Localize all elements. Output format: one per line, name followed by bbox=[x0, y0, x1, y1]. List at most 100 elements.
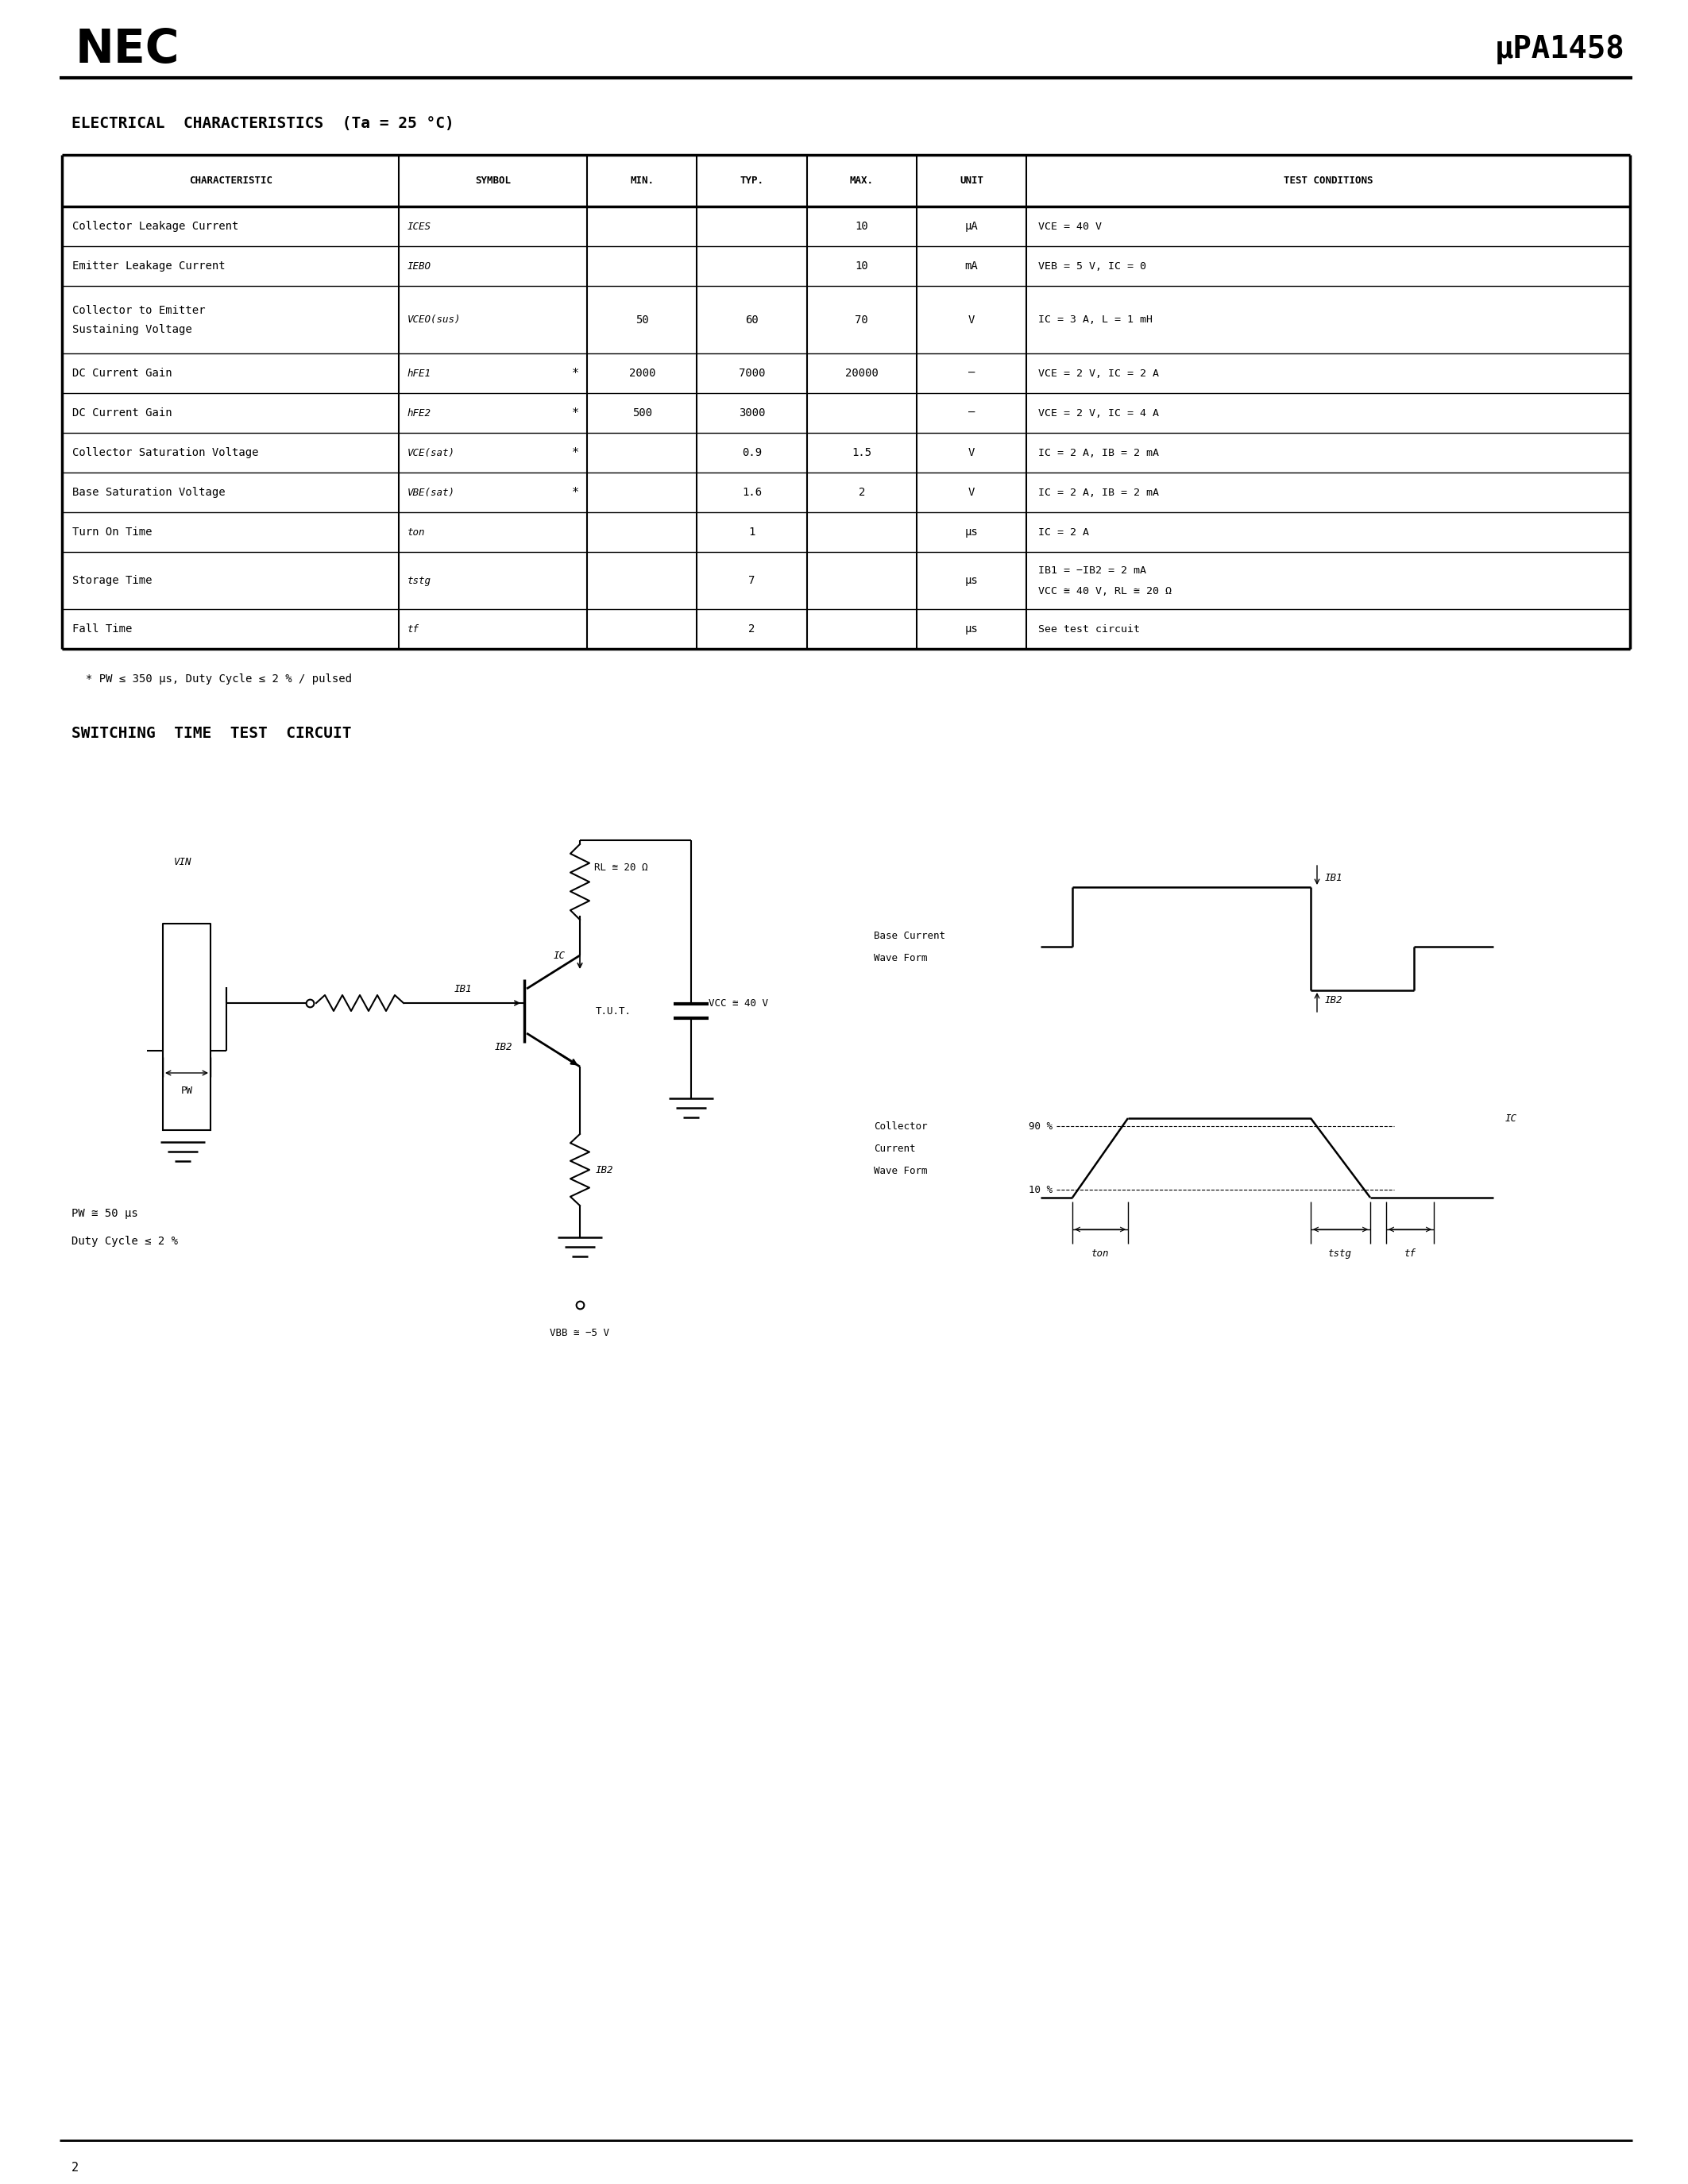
Text: μPA1458: μPA1458 bbox=[1494, 35, 1624, 63]
Text: VBE(sat): VBE(sat) bbox=[407, 487, 454, 498]
Text: VCC ≅ 40 V, RL ≅ 20 Ω: VCC ≅ 40 V, RL ≅ 20 Ω bbox=[1038, 585, 1171, 596]
Text: 1.6: 1.6 bbox=[743, 487, 761, 498]
Text: *: * bbox=[572, 487, 579, 498]
Text: TEST CONDITIONS: TEST CONDITIONS bbox=[1283, 175, 1372, 186]
Text: UNIT: UNIT bbox=[959, 175, 984, 186]
Text: SWITCHING  TIME  TEST  CIRCUIT: SWITCHING TIME TEST CIRCUIT bbox=[71, 725, 351, 740]
Text: V: V bbox=[969, 448, 974, 459]
Text: V: V bbox=[969, 314, 974, 325]
Text: IC = 2 A, IB = 2 mA: IC = 2 A, IB = 2 mA bbox=[1038, 448, 1160, 459]
Text: TYP.: TYP. bbox=[739, 175, 763, 186]
Text: Base Saturation Voltage: Base Saturation Voltage bbox=[73, 487, 225, 498]
Text: —: — bbox=[969, 367, 974, 378]
Text: Duty Cycle ≤ 2 %: Duty Cycle ≤ 2 % bbox=[71, 1236, 177, 1247]
Text: Sustaining Voltage: Sustaining Voltage bbox=[73, 323, 192, 334]
Text: μA: μA bbox=[966, 221, 977, 232]
Text: 2000: 2000 bbox=[630, 367, 655, 378]
Text: Collector Saturation Voltage: Collector Saturation Voltage bbox=[73, 448, 258, 459]
Text: IC = 2 A, IB = 2 mA: IC = 2 A, IB = 2 mA bbox=[1038, 487, 1160, 498]
Text: VCE(sat): VCE(sat) bbox=[407, 448, 454, 459]
Text: PW: PW bbox=[181, 1085, 192, 1096]
Text: Wave Form: Wave Form bbox=[874, 952, 927, 963]
Text: VEB = 5 V, IC = 0: VEB = 5 V, IC = 0 bbox=[1038, 260, 1146, 271]
Text: VCE = 2 V, IC = 2 A: VCE = 2 V, IC = 2 A bbox=[1038, 369, 1160, 378]
Text: hFE1: hFE1 bbox=[407, 369, 430, 378]
Text: See test circuit: See test circuit bbox=[1038, 625, 1139, 633]
Text: MAX.: MAX. bbox=[849, 175, 874, 186]
Text: Storage Time: Storage Time bbox=[73, 574, 152, 585]
Text: ICES: ICES bbox=[407, 221, 430, 232]
Text: VBB ≅ −5 V: VBB ≅ −5 V bbox=[550, 1328, 609, 1339]
Text: 70: 70 bbox=[856, 314, 868, 325]
Text: 2: 2 bbox=[71, 2162, 79, 2173]
Text: SYMBOL: SYMBOL bbox=[476, 175, 511, 186]
Text: tstg: tstg bbox=[1328, 1247, 1352, 1258]
Text: Emitter Leakage Current: Emitter Leakage Current bbox=[73, 260, 225, 271]
Text: 60: 60 bbox=[744, 314, 758, 325]
Text: RL ≅ 20 Ω: RL ≅ 20 Ω bbox=[594, 863, 648, 871]
Text: IC = 2 A: IC = 2 A bbox=[1038, 526, 1089, 537]
Text: IEBO: IEBO bbox=[407, 260, 430, 271]
Text: VCE = 40 V: VCE = 40 V bbox=[1038, 221, 1102, 232]
Text: μs: μs bbox=[966, 526, 977, 537]
Text: 500: 500 bbox=[633, 408, 652, 419]
Text: Collector Leakage Current: Collector Leakage Current bbox=[73, 221, 238, 232]
Text: ton: ton bbox=[1090, 1247, 1109, 1258]
Text: 20000: 20000 bbox=[846, 367, 878, 378]
Text: ton: ton bbox=[407, 526, 425, 537]
Text: IB2: IB2 bbox=[1325, 994, 1344, 1005]
Text: 10: 10 bbox=[856, 260, 868, 271]
Text: PW ≅ 50 μs: PW ≅ 50 μs bbox=[71, 1208, 138, 1219]
Text: VIN: VIN bbox=[174, 856, 192, 867]
Text: IB1 = −IB2 = 2 mA: IB1 = −IB2 = 2 mA bbox=[1038, 566, 1146, 574]
Text: —: — bbox=[969, 408, 974, 419]
Text: CHARACTERISTIC: CHARACTERISTIC bbox=[189, 175, 272, 186]
Text: Wave Form: Wave Form bbox=[874, 1166, 927, 1175]
Text: Turn On Time: Turn On Time bbox=[73, 526, 152, 537]
Text: 1: 1 bbox=[748, 526, 755, 537]
Text: 90 %: 90 % bbox=[1028, 1120, 1053, 1131]
Text: VCE = 2 V, IC = 4 A: VCE = 2 V, IC = 4 A bbox=[1038, 408, 1160, 417]
Text: IB2: IB2 bbox=[495, 1042, 513, 1053]
Text: 10 %: 10 % bbox=[1028, 1184, 1053, 1195]
Text: Current: Current bbox=[874, 1142, 915, 1153]
Text: Fall Time: Fall Time bbox=[73, 622, 132, 636]
Text: DC Current Gain: DC Current Gain bbox=[73, 367, 172, 378]
Text: IB2: IB2 bbox=[596, 1164, 614, 1175]
Text: IB1: IB1 bbox=[454, 983, 473, 994]
Text: 50: 50 bbox=[635, 314, 648, 325]
Text: NEC: NEC bbox=[76, 26, 181, 72]
Text: MIN.: MIN. bbox=[630, 175, 653, 186]
Text: μs: μs bbox=[966, 574, 977, 585]
Text: 3000: 3000 bbox=[739, 408, 765, 419]
Text: *: * bbox=[572, 367, 579, 380]
Text: hFE2: hFE2 bbox=[407, 408, 430, 417]
Text: VCEO(sus): VCEO(sus) bbox=[407, 314, 461, 325]
Text: *: * bbox=[572, 448, 579, 459]
Text: ELECTRICAL  CHARACTERISTICS  (Ta = 25 °C): ELECTRICAL CHARACTERISTICS (Ta = 25 °C) bbox=[71, 116, 454, 131]
Text: tstg: tstg bbox=[407, 574, 430, 585]
Text: 7000: 7000 bbox=[739, 367, 765, 378]
Text: V: V bbox=[969, 487, 974, 498]
Text: IC: IC bbox=[1506, 1114, 1518, 1123]
Text: Collector: Collector bbox=[874, 1120, 927, 1131]
Text: Collector to Emitter: Collector to Emitter bbox=[73, 304, 206, 317]
Text: 7: 7 bbox=[748, 574, 755, 585]
Text: 10: 10 bbox=[856, 221, 868, 232]
Text: T.U.T.: T.U.T. bbox=[596, 1007, 631, 1016]
Text: tf: tf bbox=[407, 625, 419, 633]
Text: 2: 2 bbox=[748, 622, 755, 636]
Text: * PW ≤ 350 μs, Duty Cycle ≤ 2 % / pulsed: * PW ≤ 350 μs, Duty Cycle ≤ 2 % / pulsed bbox=[86, 673, 351, 684]
Text: IB1: IB1 bbox=[1325, 871, 1344, 882]
Text: μs: μs bbox=[966, 622, 977, 636]
Text: 1.5: 1.5 bbox=[852, 448, 871, 459]
Text: tf: tf bbox=[1404, 1247, 1416, 1258]
Text: Base Current: Base Current bbox=[874, 930, 945, 941]
Text: DC Current Gain: DC Current Gain bbox=[73, 408, 172, 419]
Text: 2: 2 bbox=[858, 487, 864, 498]
Text: 0.9: 0.9 bbox=[743, 448, 761, 459]
Text: mA: mA bbox=[966, 260, 977, 271]
Text: VCC ≅ 40 V: VCC ≅ 40 V bbox=[709, 998, 768, 1009]
Text: IC = 3 A, L = 1 mH: IC = 3 A, L = 1 mH bbox=[1038, 314, 1153, 325]
Text: IC: IC bbox=[554, 950, 565, 961]
